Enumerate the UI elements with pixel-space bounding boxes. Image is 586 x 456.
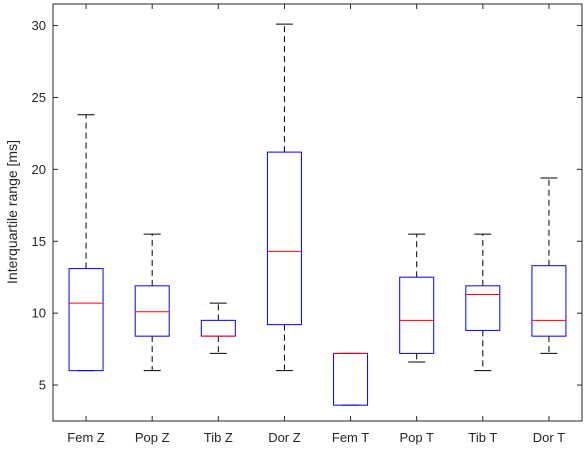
x-tick-label: Tib Z xyxy=(204,430,233,445)
y-tick-label: 25 xyxy=(32,90,46,105)
y-tick-label: 5 xyxy=(39,378,46,393)
box-group xyxy=(266,23,302,372)
box xyxy=(68,268,104,372)
box xyxy=(465,285,501,331)
box-group xyxy=(68,114,104,372)
y-tick-label: 30 xyxy=(32,18,46,33)
y-axis-label: Interquartile range [ms] xyxy=(4,140,20,284)
x-tick-label: Dor T xyxy=(533,430,565,445)
box-group xyxy=(200,302,236,354)
box-group xyxy=(531,177,567,354)
y-axis-ticks: 5 10 15 20 25 30 xyxy=(32,18,582,393)
box xyxy=(399,276,435,354)
plot-area xyxy=(52,3,583,422)
x-tick-label: Fem Z xyxy=(67,430,105,445)
box-group xyxy=(333,352,369,406)
box-group xyxy=(134,233,170,372)
x-axis-ticks: Fem Z Pop Z Tib Z Dor Z Fem T Pop T Tib T Dor T xyxy=(67,4,565,445)
box-group xyxy=(465,233,501,372)
y-tick-label: 20 xyxy=(32,162,46,177)
box xyxy=(134,285,170,337)
box xyxy=(266,151,302,326)
x-tick-label: Pop Z xyxy=(135,430,170,445)
box-group xyxy=(399,233,435,363)
x-tick-label: Tib T xyxy=(468,430,497,445)
box xyxy=(531,265,567,337)
x-tick-label: Pop T xyxy=(399,430,434,445)
y-tick-label: 15 xyxy=(32,234,46,249)
boxes-layer xyxy=(68,23,567,406)
x-tick-label: Dor Z xyxy=(268,430,301,445)
x-tick-label: Fem T xyxy=(332,430,369,445)
y-tick-label: 10 xyxy=(32,306,46,321)
